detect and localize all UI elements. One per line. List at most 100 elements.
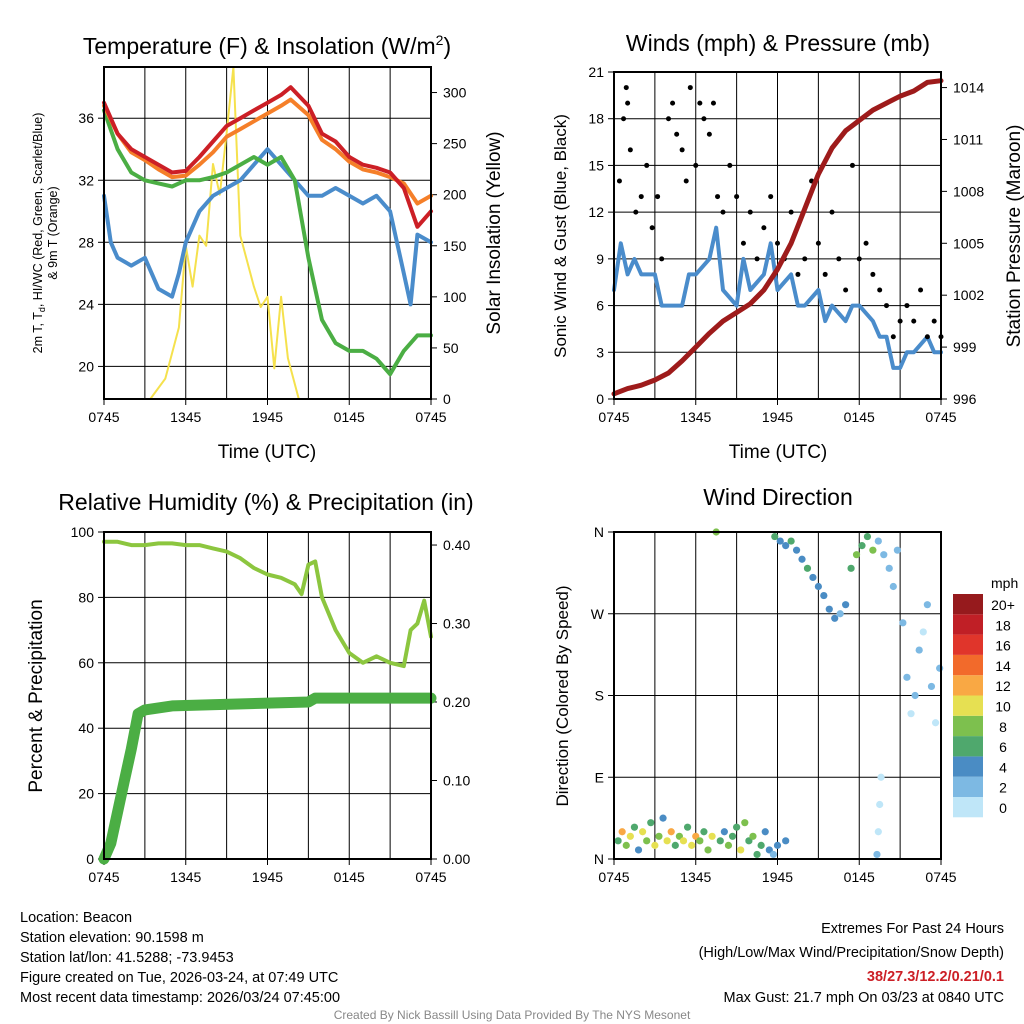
gust-point (931, 318, 937, 324)
y2-tick-label: 200 (443, 187, 467, 203)
wind-direction-point (704, 846, 712, 854)
wind-direction-point (728, 832, 737, 840)
gust-point (918, 287, 924, 293)
gust-point (659, 256, 665, 262)
x-tick-label: 0745 (88, 409, 119, 425)
legend-label: 20+ (991, 597, 1015, 613)
wind-direction-point (927, 682, 936, 691)
gust-point (616, 178, 622, 184)
wind-direction-point (852, 551, 861, 559)
y-tick-label: N (594, 851, 604, 867)
wind-direction-point (782, 837, 790, 845)
wind-direction-point (716, 837, 724, 845)
gust-point (768, 194, 774, 200)
legend-swatch (953, 594, 983, 615)
wind-direction-point (651, 841, 659, 849)
gust-point (670, 100, 676, 106)
gust-point (633, 209, 639, 215)
panel-0-grid: 0745 1345 1945 0145 0745 20 24 28 32 36 0 50 100 150 2… (78, 67, 467, 425)
x-tick-label: 0745 (415, 409, 446, 425)
gust-point (829, 209, 835, 215)
wind-direction-point (749, 832, 757, 840)
wind-direction-point (863, 532, 872, 541)
gust-point (715, 194, 721, 200)
y-tick-label: 36 (78, 110, 94, 126)
wind-direction-point (880, 551, 888, 559)
y2-tick-label: 0.10 (443, 773, 470, 789)
wind-direction-point (771, 532, 779, 541)
wind-direction-point (688, 841, 696, 849)
plot-frame (103, 531, 432, 860)
legend-label: 12 (995, 678, 1011, 694)
wind-direction-point (720, 828, 728, 836)
series-precipitation (98, 692, 437, 865)
legend-label: 2 (999, 780, 1007, 796)
wind-direction-point (825, 605, 833, 613)
wind-direction-point (639, 828, 647, 836)
wind-direction-point (893, 546, 902, 554)
x-tick-label: 0145 (844, 869, 875, 885)
wind-direction-point (769, 850, 778, 859)
wind-direction-point (847, 564, 855, 572)
x-tick-label: 0745 (598, 409, 629, 425)
gust-point (627, 147, 633, 153)
gust-point (815, 240, 821, 246)
y-tick-label: W (591, 606, 605, 622)
y2-tick-label: 300 (443, 85, 467, 101)
gust-point (775, 240, 780, 246)
winds-panel-title: Winds (mph) & Pressure (mb) (626, 30, 930, 56)
wind-direction-point (915, 646, 923, 654)
wind-direction-point (634, 846, 643, 854)
wind-direction-point (618, 828, 626, 836)
x-tick-label: 1345 (680, 409, 711, 425)
y2-tick-label: 1002 (953, 287, 984, 303)
series-relative-humidity (102, 539, 433, 669)
wind-direction-point (842, 601, 850, 609)
gust-point (788, 209, 794, 215)
wind-direction-point (643, 837, 651, 845)
legend-label: 8 (999, 719, 1007, 735)
x-tick-label: 1945 (762, 409, 793, 425)
y2-tick-label: 0.20 (443, 694, 470, 710)
wind-direction-point (831, 614, 839, 622)
solar-ylabel: Solar Insolation (Yellow) (484, 131, 505, 334)
legend-swatch (953, 756, 983, 777)
wind-direction-point (798, 555, 806, 563)
wind-direction-point (792, 546, 801, 554)
plot-frame (613, 71, 942, 400)
x-tick-label: 0745 (598, 869, 629, 885)
gust-point (655, 194, 661, 200)
y2-tick-label: 0 (443, 391, 451, 407)
gust-point (747, 209, 753, 215)
wind-direction-point (803, 564, 812, 572)
wind-direction-point (820, 591, 828, 600)
gust-point (720, 209, 726, 215)
wind-direction-point (696, 837, 704, 845)
legend-swatch (953, 736, 983, 757)
pressure-ylabel: Station Pressure (Maroon) (1004, 125, 1024, 348)
y-tick-label: N (594, 524, 604, 540)
wind-direction-point (724, 841, 733, 849)
gust-point (649, 225, 655, 231)
y2-tick-label: 1011 (953, 131, 983, 147)
wind-direction-point (683, 823, 692, 831)
y2-tick-label: 996 (953, 391, 977, 407)
wind-direction-point (663, 837, 671, 845)
extremes-values: 38/27.3/12.2/0.21/0.1 (867, 969, 1004, 985)
gust-point (734, 194, 740, 200)
temperature-ylabel-line2: & 9m T (Orange) (46, 186, 60, 279)
wind-direction-ylabel: Direction (Colored By Speed) (553, 585, 572, 806)
gust-point (625, 100, 631, 106)
gust-point (836, 256, 842, 262)
x-tick-label: 0145 (334, 869, 365, 885)
wind-direction-point (874, 828, 882, 836)
speed-legend: mph 0 2 4 6 8 10 12 14 16 18 20+ (953, 575, 1018, 818)
y-tick-label: 20 (78, 786, 94, 802)
temperature-xlabel: Time (UTC) (218, 442, 317, 463)
humidity-ylabel: Percent & Precipitation (26, 599, 47, 792)
gust-point (679, 147, 685, 153)
wind-direction-point (869, 546, 877, 554)
legend-label: 6 (999, 739, 1007, 755)
wind-direction-point (667, 828, 675, 836)
wind-direction-point (659, 814, 667, 822)
